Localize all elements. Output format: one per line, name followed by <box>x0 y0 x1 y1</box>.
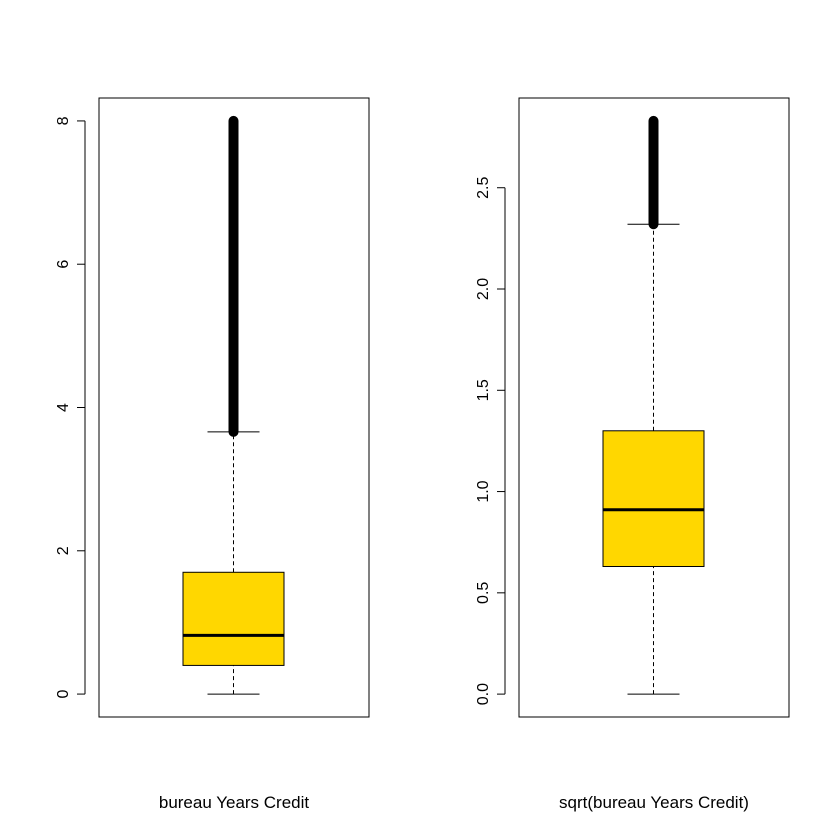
y-tick-label: 0.5 <box>475 582 492 604</box>
outlier-points <box>228 115 239 437</box>
y-tick-label: 0.0 <box>475 683 492 705</box>
boxplot-panel-sqrt-bureau-years-credit: 0.0 0.5 1.0 1.5 2.0 2.5 sqrt(bureau Years Cred… <box>475 97 790 812</box>
boxplot-panel-bureau-years-credit: 0 2 4 6 8 bureau Years Credit <box>55 97 370 812</box>
y-tick-label: 0 <box>55 690 72 699</box>
y-tick-label: 1.5 <box>475 379 492 401</box>
iqr-box <box>182 571 285 666</box>
x-axis-label: bureau Years Credit <box>159 793 310 812</box>
plot-frame <box>98 97 370 718</box>
y-tick-label: 2.0 <box>475 278 492 300</box>
plot-frame <box>518 97 790 718</box>
y-tick-label: 2.5 <box>475 177 492 199</box>
y-tick-label: 6 <box>55 260 72 269</box>
outlier-points <box>648 115 659 230</box>
y-tick-label: 1.0 <box>475 480 492 502</box>
iqr-box <box>602 430 705 568</box>
x-axis-label: sqrt(bureau Years Credit) <box>559 793 749 812</box>
y-tick-label: 4 <box>55 403 72 412</box>
y-tick-label: 8 <box>55 116 72 125</box>
y-tick-label: 2 <box>55 546 72 555</box>
